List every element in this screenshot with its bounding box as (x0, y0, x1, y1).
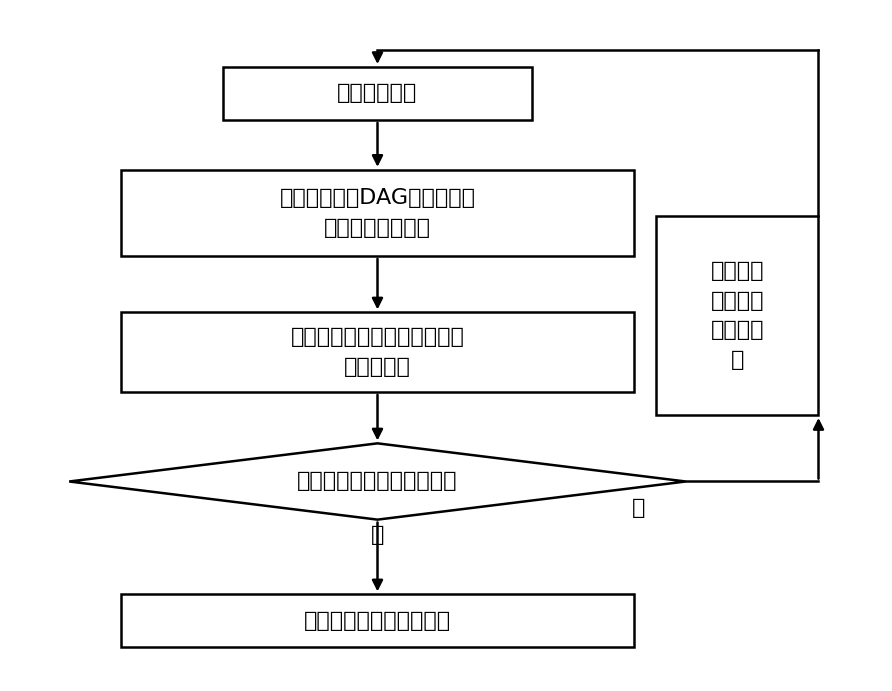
Text: 最优候选结构优于当前结构: 最优候选结构优于当前结构 (297, 471, 458, 491)
Bar (120, 312, 634, 392)
Bar (120, 594, 634, 647)
Text: 输出当前结构为最佳结构: 输出当前结构为最佳结构 (304, 611, 451, 631)
Text: 搜索算子根据DAG原理对当前
结构进行局部更新: 搜索算子根据DAG原理对当前 结构进行局部更新 (279, 188, 475, 238)
Bar (656, 216, 819, 415)
Text: 设定初始结构: 设定初始结构 (337, 84, 417, 104)
Text: 否: 否 (371, 524, 384, 545)
Text: 以最优候
选结构替
代当前结
构: 以最优候 选结构替 代当前结 构 (710, 261, 764, 370)
Text: 是: 是 (632, 498, 645, 518)
Polygon shape (70, 444, 686, 520)
Bar (120, 170, 634, 256)
Bar (223, 67, 532, 120)
Text: 以评分函数评估所有候选结构
和当前结构: 以评分函数评估所有候选结构 和当前结构 (291, 328, 465, 377)
